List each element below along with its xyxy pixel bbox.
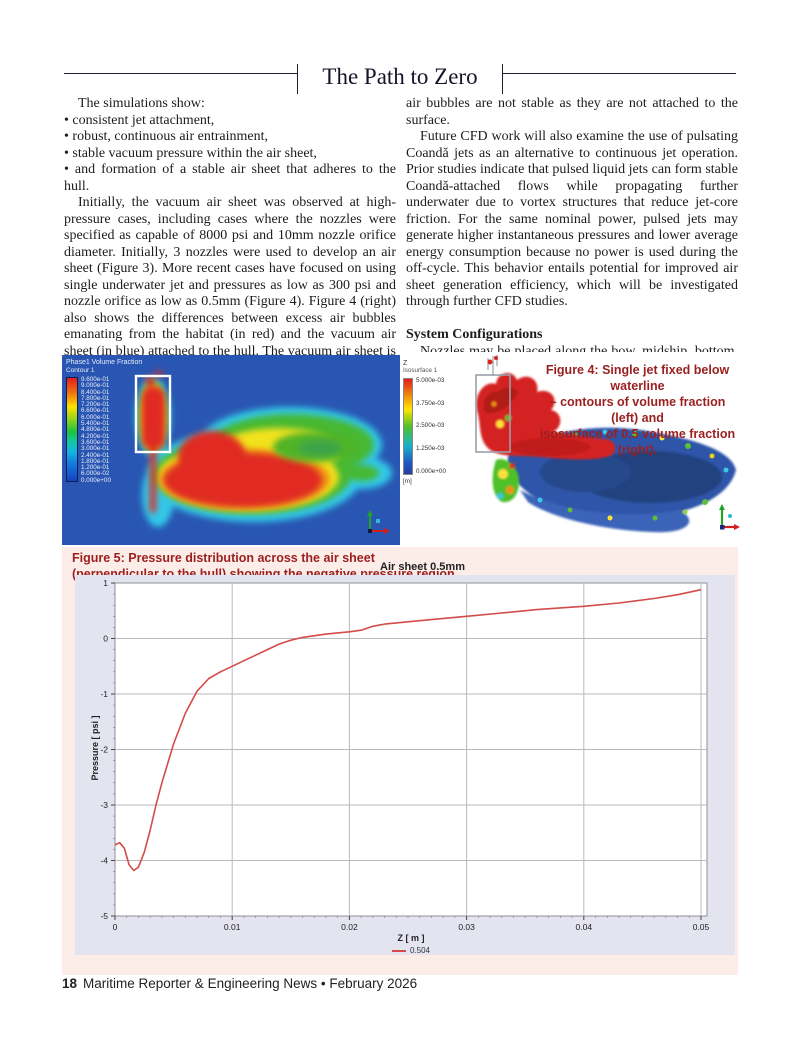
bullet-item: • robust, continuous air entrainment, — [64, 129, 268, 144]
contour-legend-subtitle: Contour 1 — [66, 367, 95, 374]
bullet-item: • stable vacuum pressure within the air … — [64, 145, 317, 161]
colorbar-tick-value: 6.600e-01 — [81, 407, 110, 415]
caption-line: Figure 5: Pressure distribution across t… — [72, 551, 375, 565]
pressure-curve — [114, 588, 702, 872]
contour-plot-graphic — [134, 370, 392, 534]
header-title-box: The Path to Zero — [297, 64, 503, 94]
svg-text:1: 1 — [103, 578, 108, 588]
page-number: 18 — [62, 976, 78, 991]
svg-text:-3: -3 — [100, 800, 108, 810]
colorbar-tick-value: 4.800e-01 — [81, 426, 110, 434]
caption-line: Figure 4: Single jet fixed below waterli… — [545, 363, 730, 393]
footer-text: Maritime Reporter & Engineering News • F… — [83, 976, 418, 991]
figure5-panel: Figure 5: Pressure distribution across t… — [62, 547, 738, 975]
contour-colorbar-labels: 9.600e-01 9.000e-01 8.400e-01 7.800e-01 7.20… — [81, 376, 111, 483]
iso-legend-title: Isosurface 1 — [403, 367, 438, 374]
caption-line: isosurface of 0.5 volume fraction (right… — [539, 427, 736, 457]
pressure-chart: Pressure [ psi ] 0 0.01 0.02 0.03 0.04 0.05 1 0… — [75, 575, 735, 955]
colorbar-tick-value: 2.500e-03 — [416, 422, 445, 430]
colorbar-tick-value: 8.400e-01 — [81, 388, 110, 396]
bullet-item: • and formation of a stable air sheet th… — [64, 162, 396, 194]
colorbar-tick-value: 3.600e-01 — [81, 438, 110, 446]
figure4-row: Phase1 Volume Fraction Contour 1 9.600e-… — [62, 352, 740, 545]
chart-plot-area: 0 0.01 0.02 0.03 0.04 0.05 1 0 -1 -2 -3 -4 -5 — [75, 575, 735, 952]
colorbar-tick-value: 1.800e-01 — [81, 457, 110, 465]
svg-text:0.03: 0.03 — [458, 922, 475, 932]
svg-text:-1: -1 — [100, 689, 108, 699]
colorbar-tick-value: 3.000e-01 — [81, 445, 110, 453]
chart-title: Air sheet 0.5mm — [380, 561, 465, 573]
colorbar-tick-value: 2.400e-01 — [81, 451, 110, 459]
svg-text:0.01: 0.01 — [224, 922, 241, 932]
right-column: air bubbles are not stable as they are n… — [406, 96, 738, 393]
left-paragraph: Initially, the vacuum air sheet was obse… — [64, 195, 396, 375]
contour-legend-title: Phase1 Volume Fraction — [66, 359, 143, 366]
iso-legend-axis: Z — [403, 360, 408, 367]
svg-text:-2: -2 — [100, 745, 108, 755]
colorbar-tick-value: 0.000e+00 — [81, 476, 111, 484]
colorbar-tick-value: 1.200e-01 — [81, 464, 110, 472]
svg-text:0: 0 — [103, 634, 108, 644]
figure4-contour-image: Phase1 Volume Fraction Contour 1 9.600e-… — [62, 355, 400, 545]
habitat-outline — [475, 374, 511, 453]
colorbar-tick-value: 5.400e-01 — [81, 420, 110, 428]
chart-legend: 0.504 — [115, 946, 707, 955]
svg-text:0.04: 0.04 — [576, 922, 593, 932]
left-column: The simulations show: • consistent jet a… — [64, 96, 396, 393]
right-paragraph-1: air bubbles are not stable as they are n… — [406, 96, 738, 128]
caption-line: – contours of volume fraction (left) and — [549, 395, 726, 425]
axis-triad-icon — [719, 504, 740, 530]
colorbar-tick-value: 3.750e-03 — [416, 399, 445, 407]
legend-series-label: 0.504 — [409, 946, 431, 955]
svg-text:-4: -4 — [100, 856, 108, 866]
colorbar-tick-value: 7.800e-01 — [81, 394, 110, 402]
iso-colorbar — [403, 378, 413, 475]
axis-triad-icon — [367, 510, 390, 534]
chart-y-axis-label: Pressure [ psi ] — [90, 715, 100, 781]
legend-line-swatch — [391, 949, 406, 952]
intro-paragraph: The simulations show: — [78, 96, 205, 111]
bullet-list: • consistent jet attachment, • robust, co… — [64, 113, 396, 196]
svg-text:0.05: 0.05 — [693, 922, 710, 932]
pressure-chart-svg: 0 0.01 0.02 0.03 0.04 0.05 1 0 -1 -2 -3 -4 -5 — [100, 578, 710, 932]
section-header: The Path to Zero — [64, 64, 736, 94]
right-paragraph-2: Future CFD work will also examine the us… — [406, 129, 738, 309]
iso-colorbar-labels: 5.000e-03 3.750e-03 2.500e-03 1.250e-03 0.00… — [416, 377, 446, 475]
colorbar-tick-value: 5.000e-03 — [416, 377, 445, 384]
header-rule-left — [64, 73, 298, 74]
colorbar-tick-value: 7.200e-01 — [81, 401, 110, 409]
colorbar-tick-value: 6.000e-01 — [81, 413, 110, 421]
iso-legend-unit: [m] — [403, 478, 412, 485]
page-footer: 18 Maritime Reporter & Engineering News •… — [62, 976, 417, 991]
colorbar-tick-value: 6.000e-02 — [81, 470, 110, 478]
figure4-isosurface-image: Z Isosurface 1 5.000e-03 3.750e-03 2.500e-… — [400, 352, 740, 545]
colorbar-tick-value: 1.250e-03 — [416, 445, 445, 453]
isosurface-legend: Z Isosurface 1 5.000e-03 3.750e-03 2.500e-… — [403, 360, 446, 485]
article-columns: The simulations show: • consistent jet a… — [64, 96, 738, 393]
colorbar-tick-value: 4.200e-01 — [81, 432, 110, 440]
bullet-item: • consistent jet attachment, — [64, 112, 215, 128]
colorbar-tick-value: 0.000e+00 — [416, 467, 446, 475]
colorbar-tick-value: 9.000e-01 — [81, 382, 110, 390]
contour-colorbar — [66, 377, 78, 482]
svg-text:-5: -5 — [100, 911, 108, 921]
section-title: The Path to Zero — [322, 64, 478, 89]
svg-text:0: 0 — [113, 922, 118, 932]
contour-legend: Phase1 Volume Fraction Contour 1 9.600e-… — [66, 359, 143, 484]
header-rule-right — [502, 73, 736, 74]
colorbar-tick-value: 9.600e-01 — [81, 376, 110, 383]
habitat-outline — [134, 374, 172, 454]
chart-x-axis-label: Z [ m ] — [397, 933, 425, 943]
isosurface-graphic — [475, 355, 740, 533]
system-configurations-heading: System Configurations — [406, 327, 543, 342]
figure4-caption: Figure 4: Single jet fixed below waterli… — [535, 362, 740, 458]
svg-text:0.02: 0.02 — [341, 922, 358, 932]
